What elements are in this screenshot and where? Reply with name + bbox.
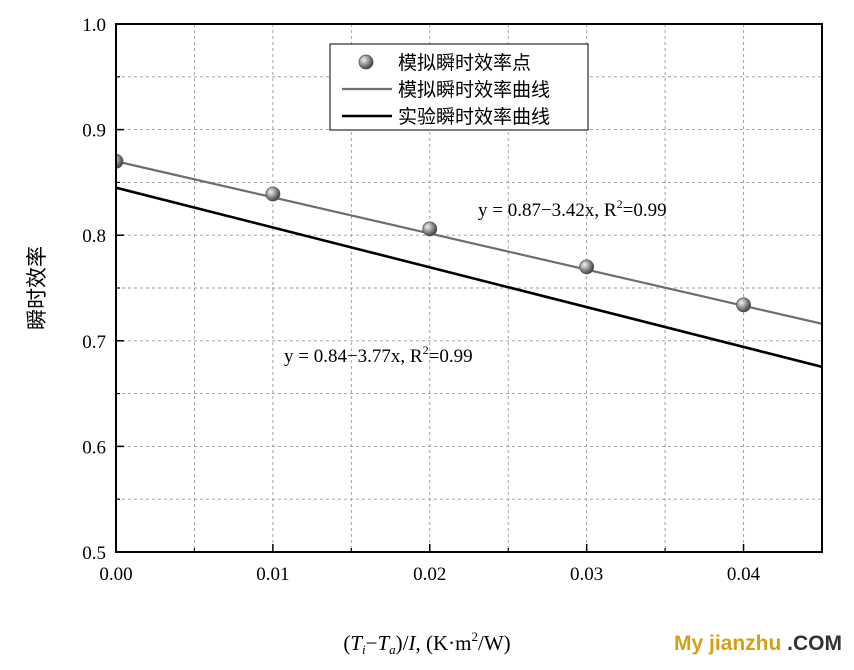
- x-tick-label: 0.01: [256, 564, 289, 585]
- axis-ticks: 0.00 0.01 0.02 0.03 0.04 0.5 0.6 0.7 0.8 0.9 1.0: [82, 15, 760, 585]
- annotation-sim: y = 0.87−3.42x, R2=0.99: [478, 197, 667, 221]
- legend: 模拟瞬时效率点 模拟瞬时效率曲线 实验瞬时效率曲线: [329, 43, 589, 131]
- x-tick-label: 0.04: [727, 564, 761, 585]
- x-tick-label: 0.02: [413, 564, 446, 585]
- y-tick-label: 0.9: [82, 121, 106, 142]
- y-tick-label: 1.0: [82, 15, 106, 36]
- series-line-1: [116, 160, 822, 325]
- x-tick-label: 0.03: [570, 564, 603, 585]
- legend-label-1: 模拟瞬时效率曲线: [398, 79, 550, 101]
- data-point: [736, 297, 751, 313]
- data-point: [579, 259, 595, 275]
- grid: [116, 24, 822, 552]
- legend-label-2: 实验瞬时效率曲线: [398, 106, 550, 128]
- data-point: [265, 186, 281, 202]
- x-tick-label: 0.00: [99, 564, 132, 585]
- legend-label-0: 模拟瞬时效率点: [398, 52, 531, 74]
- y-tick-label: 0.8: [82, 226, 106, 247]
- data-point: [116, 153, 124, 169]
- y-axis-title: 瞬时效率: [25, 246, 49, 330]
- x-axis-title: (Ti−Ta)/I, (K·m2/W): [343, 629, 510, 657]
- series-layer: [116, 153, 822, 369]
- y-tick-label: 0.7: [82, 332, 106, 353]
- watermark-logo: My jianzhu .COM: [673, 632, 842, 655]
- data-point: [422, 221, 438, 237]
- y-tick-label: 0.6: [82, 437, 106, 458]
- y-tick-label: 0.5: [82, 543, 106, 564]
- series-line-2: [116, 186, 822, 369]
- legend-marker-scatter: [358, 54, 374, 70]
- annotation-exp: y = 0.84−3.77x, R2=0.99: [284, 343, 473, 367]
